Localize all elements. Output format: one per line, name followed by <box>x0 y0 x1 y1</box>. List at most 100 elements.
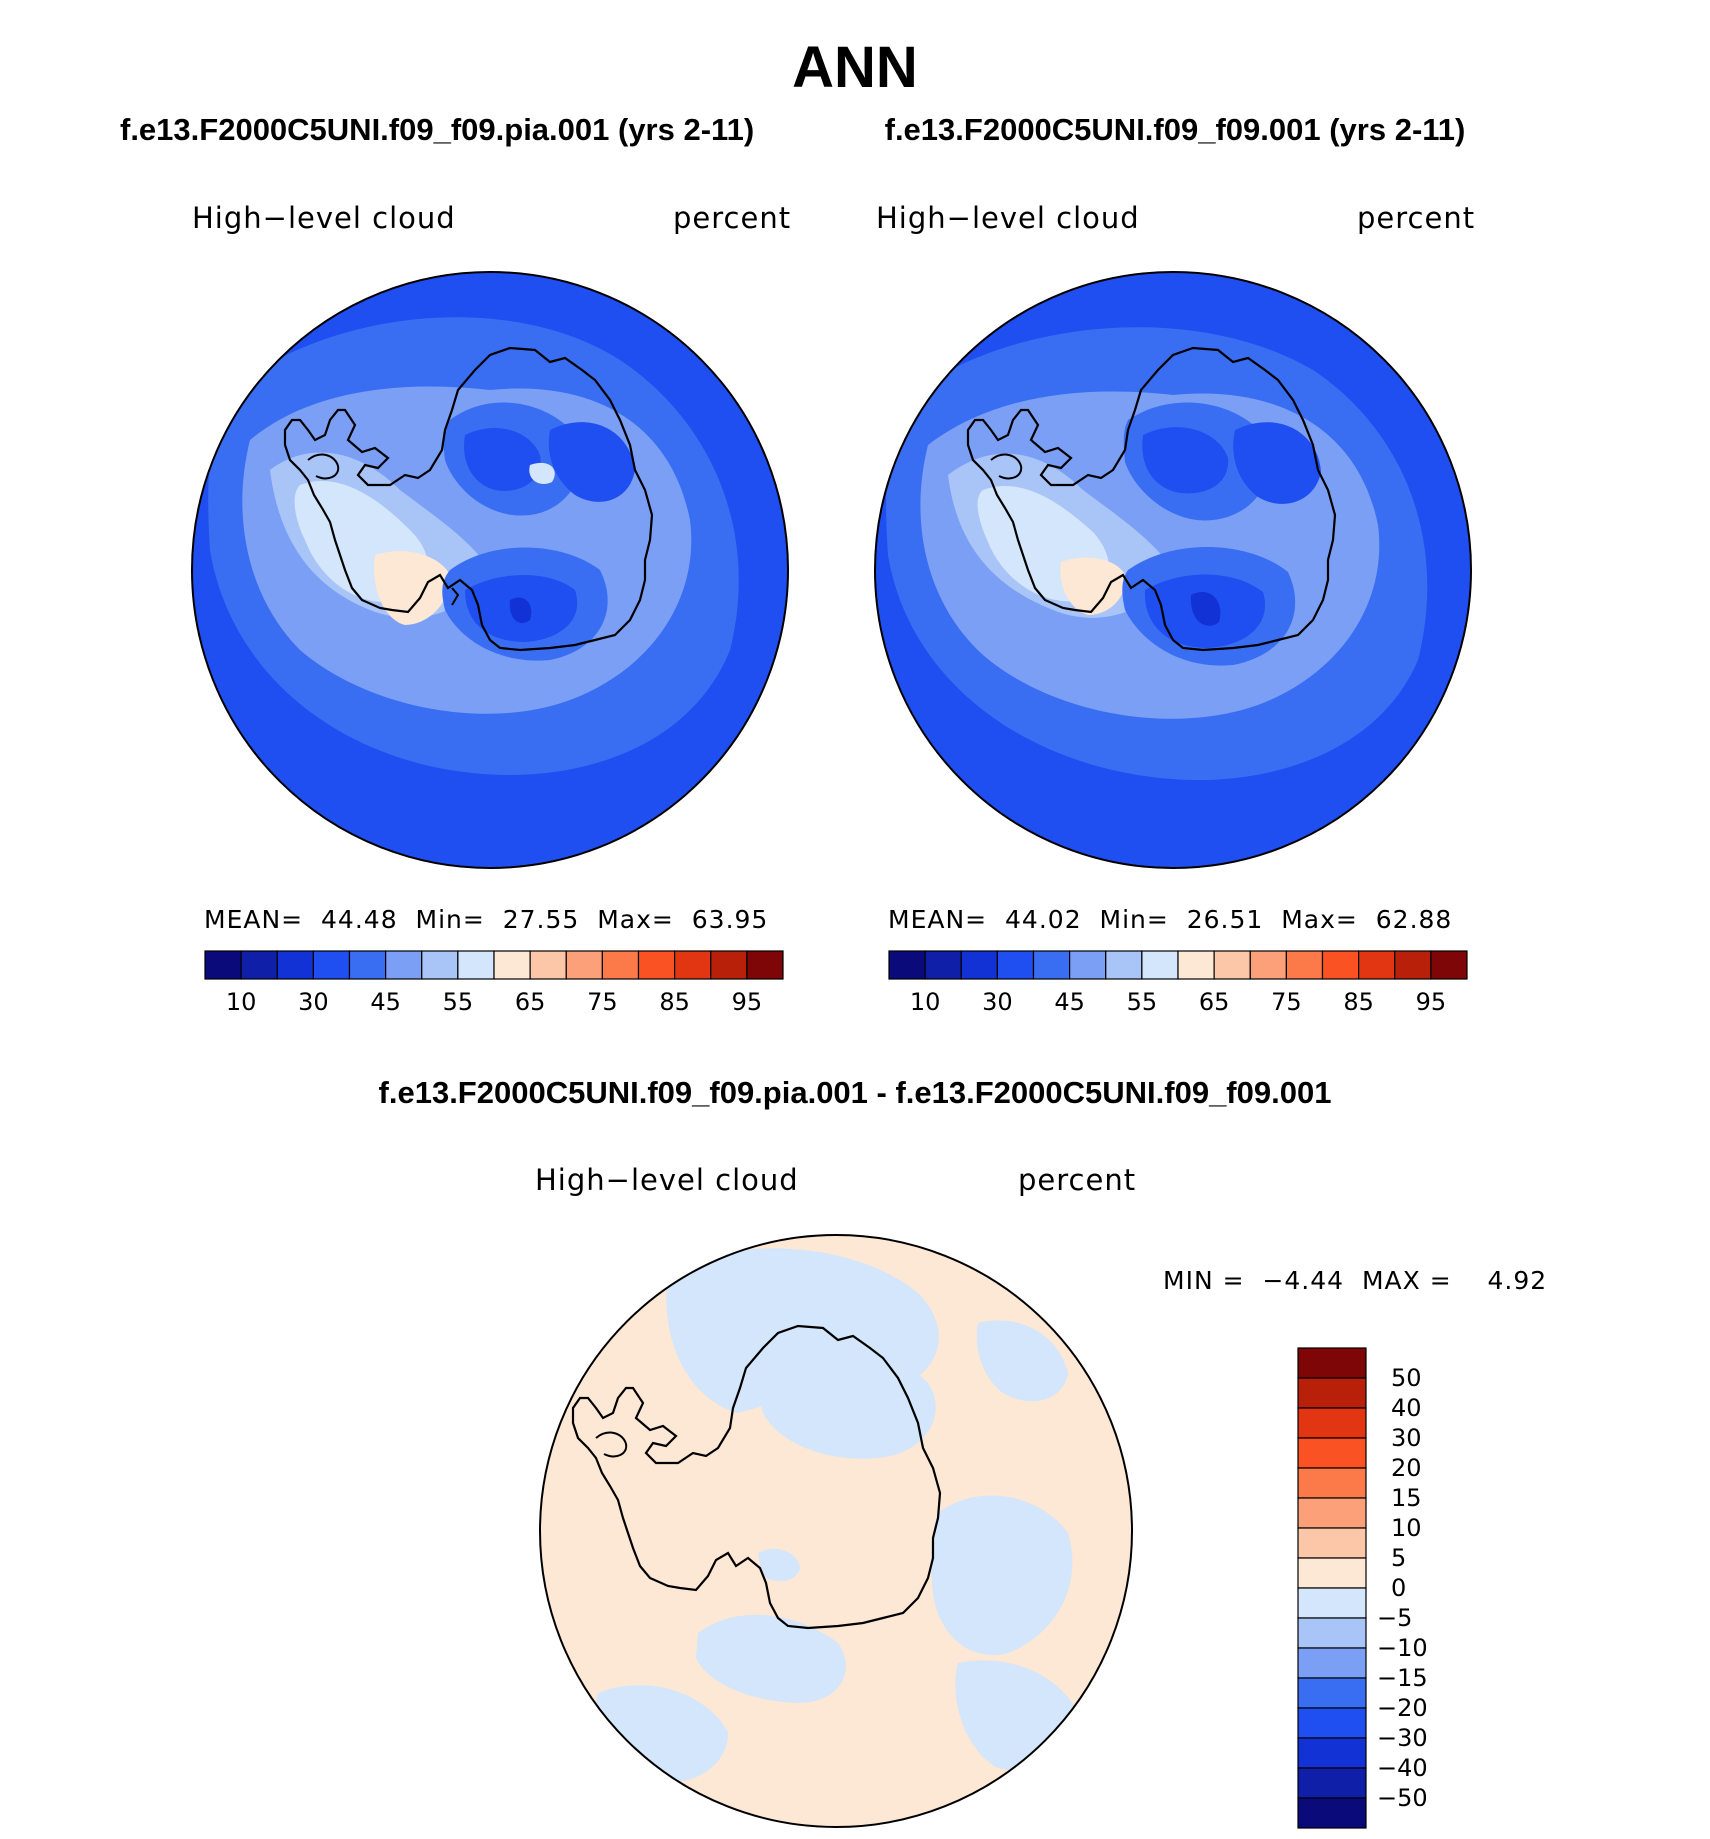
colorbar-swatch <box>1249 950 1287 980</box>
colorbar-swatch <box>1297 1467 1367 1499</box>
colorbar-tick-label: 75 <box>587 988 618 1016</box>
colorbar-swatch <box>312 950 351 980</box>
colorbar-swatch <box>1141 950 1179 980</box>
coastline-diff-island <box>595 1431 628 1458</box>
units-label-1: percent <box>673 201 792 235</box>
colorbar-swatch <box>1297 1557 1367 1589</box>
coastline-2-island <box>990 453 1023 480</box>
variable-label-2: High−level cloud <box>876 201 1140 235</box>
colorbar-tick-label: 95 <box>1415 988 1447 1016</box>
map1-fill-30-a <box>464 427 541 491</box>
colorbar-swatch <box>1105 950 1143 980</box>
colorbar-tick-label: 50 <box>1391 1364 1422 1392</box>
colorbar-swatch <box>888 950 926 980</box>
colorbar-swatch <box>1297 1347 1367 1379</box>
units-label-diff: percent <box>1018 1163 1137 1197</box>
colorbar-swatch <box>674 950 712 980</box>
colorbar-tick-label: 85 <box>1343 988 1374 1016</box>
map1-fill-65 <box>374 551 451 625</box>
colorbar-tick-label: 15 <box>1391 1484 1422 1512</box>
map1-fill-25 <box>509 597 532 624</box>
map2-fill-30-a <box>1142 427 1229 494</box>
colorbar-tick-label: 45 <box>1054 988 1085 1016</box>
colorbar-tick-label: 65 <box>514 988 546 1016</box>
polar-map-2 <box>874 271 1472 869</box>
colorbar-tick-label: 65 <box>1198 988 1230 1016</box>
colorbar-diff <box>1297 1347 1367 1829</box>
colorbar-diff-ticks: 50 40 30 20 15 10 5 0 −5 −10 −15 −20 −30 −40 −50 <box>1377 1347 1457 1827</box>
colorbar-swatch <box>637 950 676 980</box>
coastline-1 <box>283 346 654 652</box>
colorbar-tick-label: 20 <box>1391 1454 1422 1482</box>
colorbar-swatch <box>996 950 1035 980</box>
variable-label-diff: High−level cloud <box>535 1163 799 1197</box>
colorbar-tick-label: 55 <box>442 988 474 1016</box>
colorbar-tick-label: 10 <box>909 988 941 1016</box>
colorbar-1-ticks: 10 30 45 55 65 75 85 95 <box>204 988 784 1018</box>
colorbar-tick-label: 30 <box>982 988 1013 1016</box>
case-title-1: f.e13.F2000C5UNI.f09_f09.pia.001 (yrs 2-… <box>120 112 755 147</box>
diff-fill-negative-h <box>758 1548 800 1582</box>
coastline-1-inlet <box>451 587 460 606</box>
colorbar-swatch <box>493 950 531 980</box>
map-border-2 <box>874 271 1472 869</box>
map-border-1 <box>191 271 789 869</box>
colorbar-tick-label: 75 <box>1271 988 1302 1016</box>
units-label-2: percent <box>1357 201 1476 235</box>
map2-fill-65 <box>1060 557 1126 615</box>
colorbar-tick-label: 95 <box>731 988 763 1016</box>
colorbar-swatch <box>529 950 567 980</box>
colorbar-tick-label: −40 <box>1377 1754 1428 1782</box>
colorbar-swatch <box>1297 1437 1367 1469</box>
colorbar-swatch <box>1321 950 1360 980</box>
colorbar-swatch <box>1297 1497 1367 1529</box>
colorbar-tick-label: −20 <box>1377 1694 1428 1722</box>
colorbar-2 <box>888 950 1468 980</box>
colorbar-swatch <box>1285 950 1324 980</box>
colorbar-swatch <box>421 950 459 980</box>
colorbar-swatch <box>348 950 387 980</box>
colorbar-tick-label: 55 <box>1126 988 1158 1016</box>
diff-fill-negative-d <box>696 1614 846 1703</box>
colorbar-tick-label: 0 <box>1391 1574 1407 1602</box>
colorbar-tick-label: −5 <box>1377 1604 1413 1632</box>
colorbar-swatch <box>204 950 242 980</box>
map1-fill-60-b <box>529 462 555 485</box>
polar-map-diff <box>539 1234 1133 1828</box>
colorbar-swatch <box>1297 1797 1367 1829</box>
diff-fill-negative-b <box>760 1345 936 1459</box>
colorbar-tick-label: −30 <box>1377 1724 1428 1752</box>
colorbar-tick-label: 5 <box>1391 1544 1407 1572</box>
colorbar-swatch <box>924 950 962 980</box>
colorbar-swatch <box>1297 1767 1367 1799</box>
colorbar-swatch <box>240 950 278 980</box>
colorbar-tick-label: 30 <box>298 988 329 1016</box>
colorbar-swatch <box>276 950 314 980</box>
map-border-diff <box>539 1234 1133 1828</box>
colorbar-tick-label: −50 <box>1377 1784 1428 1812</box>
colorbar-tick-label: 40 <box>1391 1394 1422 1422</box>
coastline-1-island <box>307 453 340 480</box>
colorbar-swatch <box>1297 1407 1367 1439</box>
coastline-2 <box>966 346 1337 652</box>
colorbar-tick-label: 45 <box>370 988 401 1016</box>
colorbar-tick-label: −10 <box>1377 1634 1428 1662</box>
colorbar-swatch <box>1297 1677 1367 1709</box>
coastline-diff <box>571 1324 942 1630</box>
colorbar-swatch <box>1177 950 1215 980</box>
colorbar-tick-label: 10 <box>225 988 257 1016</box>
colorbar-swatch <box>565 950 603 980</box>
difference-title: f.e13.F2000C5UNI.f09_f09.pia.001 - f.e13… <box>378 1075 1332 1110</box>
diff-minmax: MIN = −4.44 MAX = 4.92 <box>1163 1266 1548 1295</box>
colorbar-swatch <box>1297 1617 1367 1649</box>
colorbar-1 <box>204 950 784 980</box>
diff-fill-negative-g <box>976 1320 1068 1402</box>
colorbar-swatch <box>960 950 998 980</box>
colorbar-tick-label: 85 <box>659 988 690 1016</box>
colorbar-swatch <box>457 950 495 980</box>
map1-fill-30-b <box>548 422 635 502</box>
colorbar-swatch <box>1297 1527 1367 1559</box>
map2-fill-30-b <box>1233 422 1321 504</box>
colorbar-swatch <box>746 950 784 980</box>
colorbar-tick-label: 30 <box>1391 1424 1422 1452</box>
